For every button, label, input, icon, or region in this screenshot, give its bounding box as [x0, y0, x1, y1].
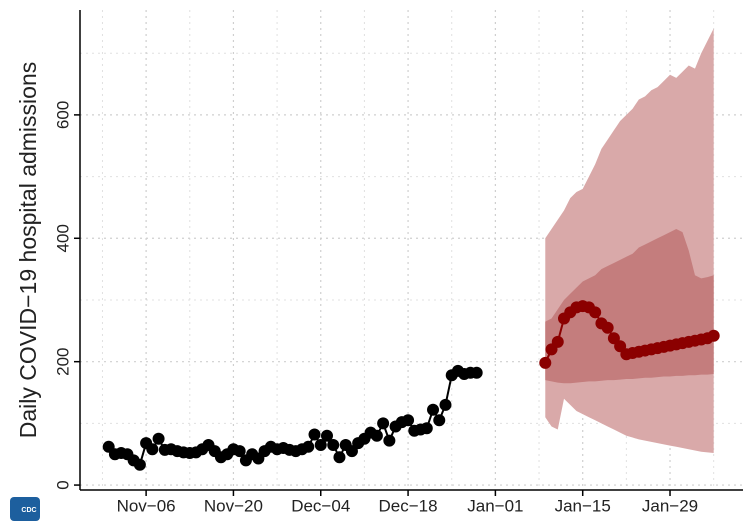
data-point — [539, 356, 552, 369]
data-point — [314, 438, 327, 451]
data-point — [420, 422, 433, 435]
x-tick-label: Jan−29 — [642, 496, 698, 515]
data-point — [152, 432, 165, 445]
data-point — [370, 429, 383, 442]
x-tick-label: Jan−01 — [467, 496, 523, 515]
y-axis-label: Daily COVID−19 hospital admissions — [15, 62, 41, 438]
data-point — [402, 414, 415, 427]
data-point — [439, 398, 452, 411]
x-tick-label: Dec−04 — [291, 496, 350, 515]
data-point — [589, 306, 602, 319]
data-point — [601, 321, 614, 334]
logo-text: CDC — [21, 507, 36, 514]
x-tick-label: Nov−20 — [204, 496, 263, 515]
x-tick-label: Nov−06 — [117, 496, 176, 515]
data-point — [551, 335, 564, 348]
y-tick-label: 200 — [53, 347, 72, 375]
data-point — [302, 440, 315, 453]
forecast-band — [545, 28, 714, 453]
data-point — [383, 434, 396, 447]
data-point — [133, 458, 146, 471]
data-point — [320, 429, 333, 442]
logo-badge — [10, 497, 40, 521]
data-point — [377, 417, 390, 430]
x-tick-label: Jan−15 — [555, 496, 611, 515]
x-tick-label: Dec−18 — [379, 496, 438, 515]
data-point — [146, 443, 159, 456]
data-point — [427, 403, 440, 416]
data-point — [308, 428, 321, 441]
y-tick-label: 0 — [53, 480, 72, 489]
y-tick-label: 600 — [53, 101, 72, 129]
data-point — [233, 445, 246, 458]
y-tick-label: 400 — [53, 224, 72, 252]
data-point — [707, 329, 720, 342]
cdc-logo: CDC — [10, 497, 40, 521]
data-point — [333, 451, 346, 464]
data-point — [470, 366, 483, 379]
data-point — [327, 438, 340, 451]
data-point — [433, 414, 446, 427]
